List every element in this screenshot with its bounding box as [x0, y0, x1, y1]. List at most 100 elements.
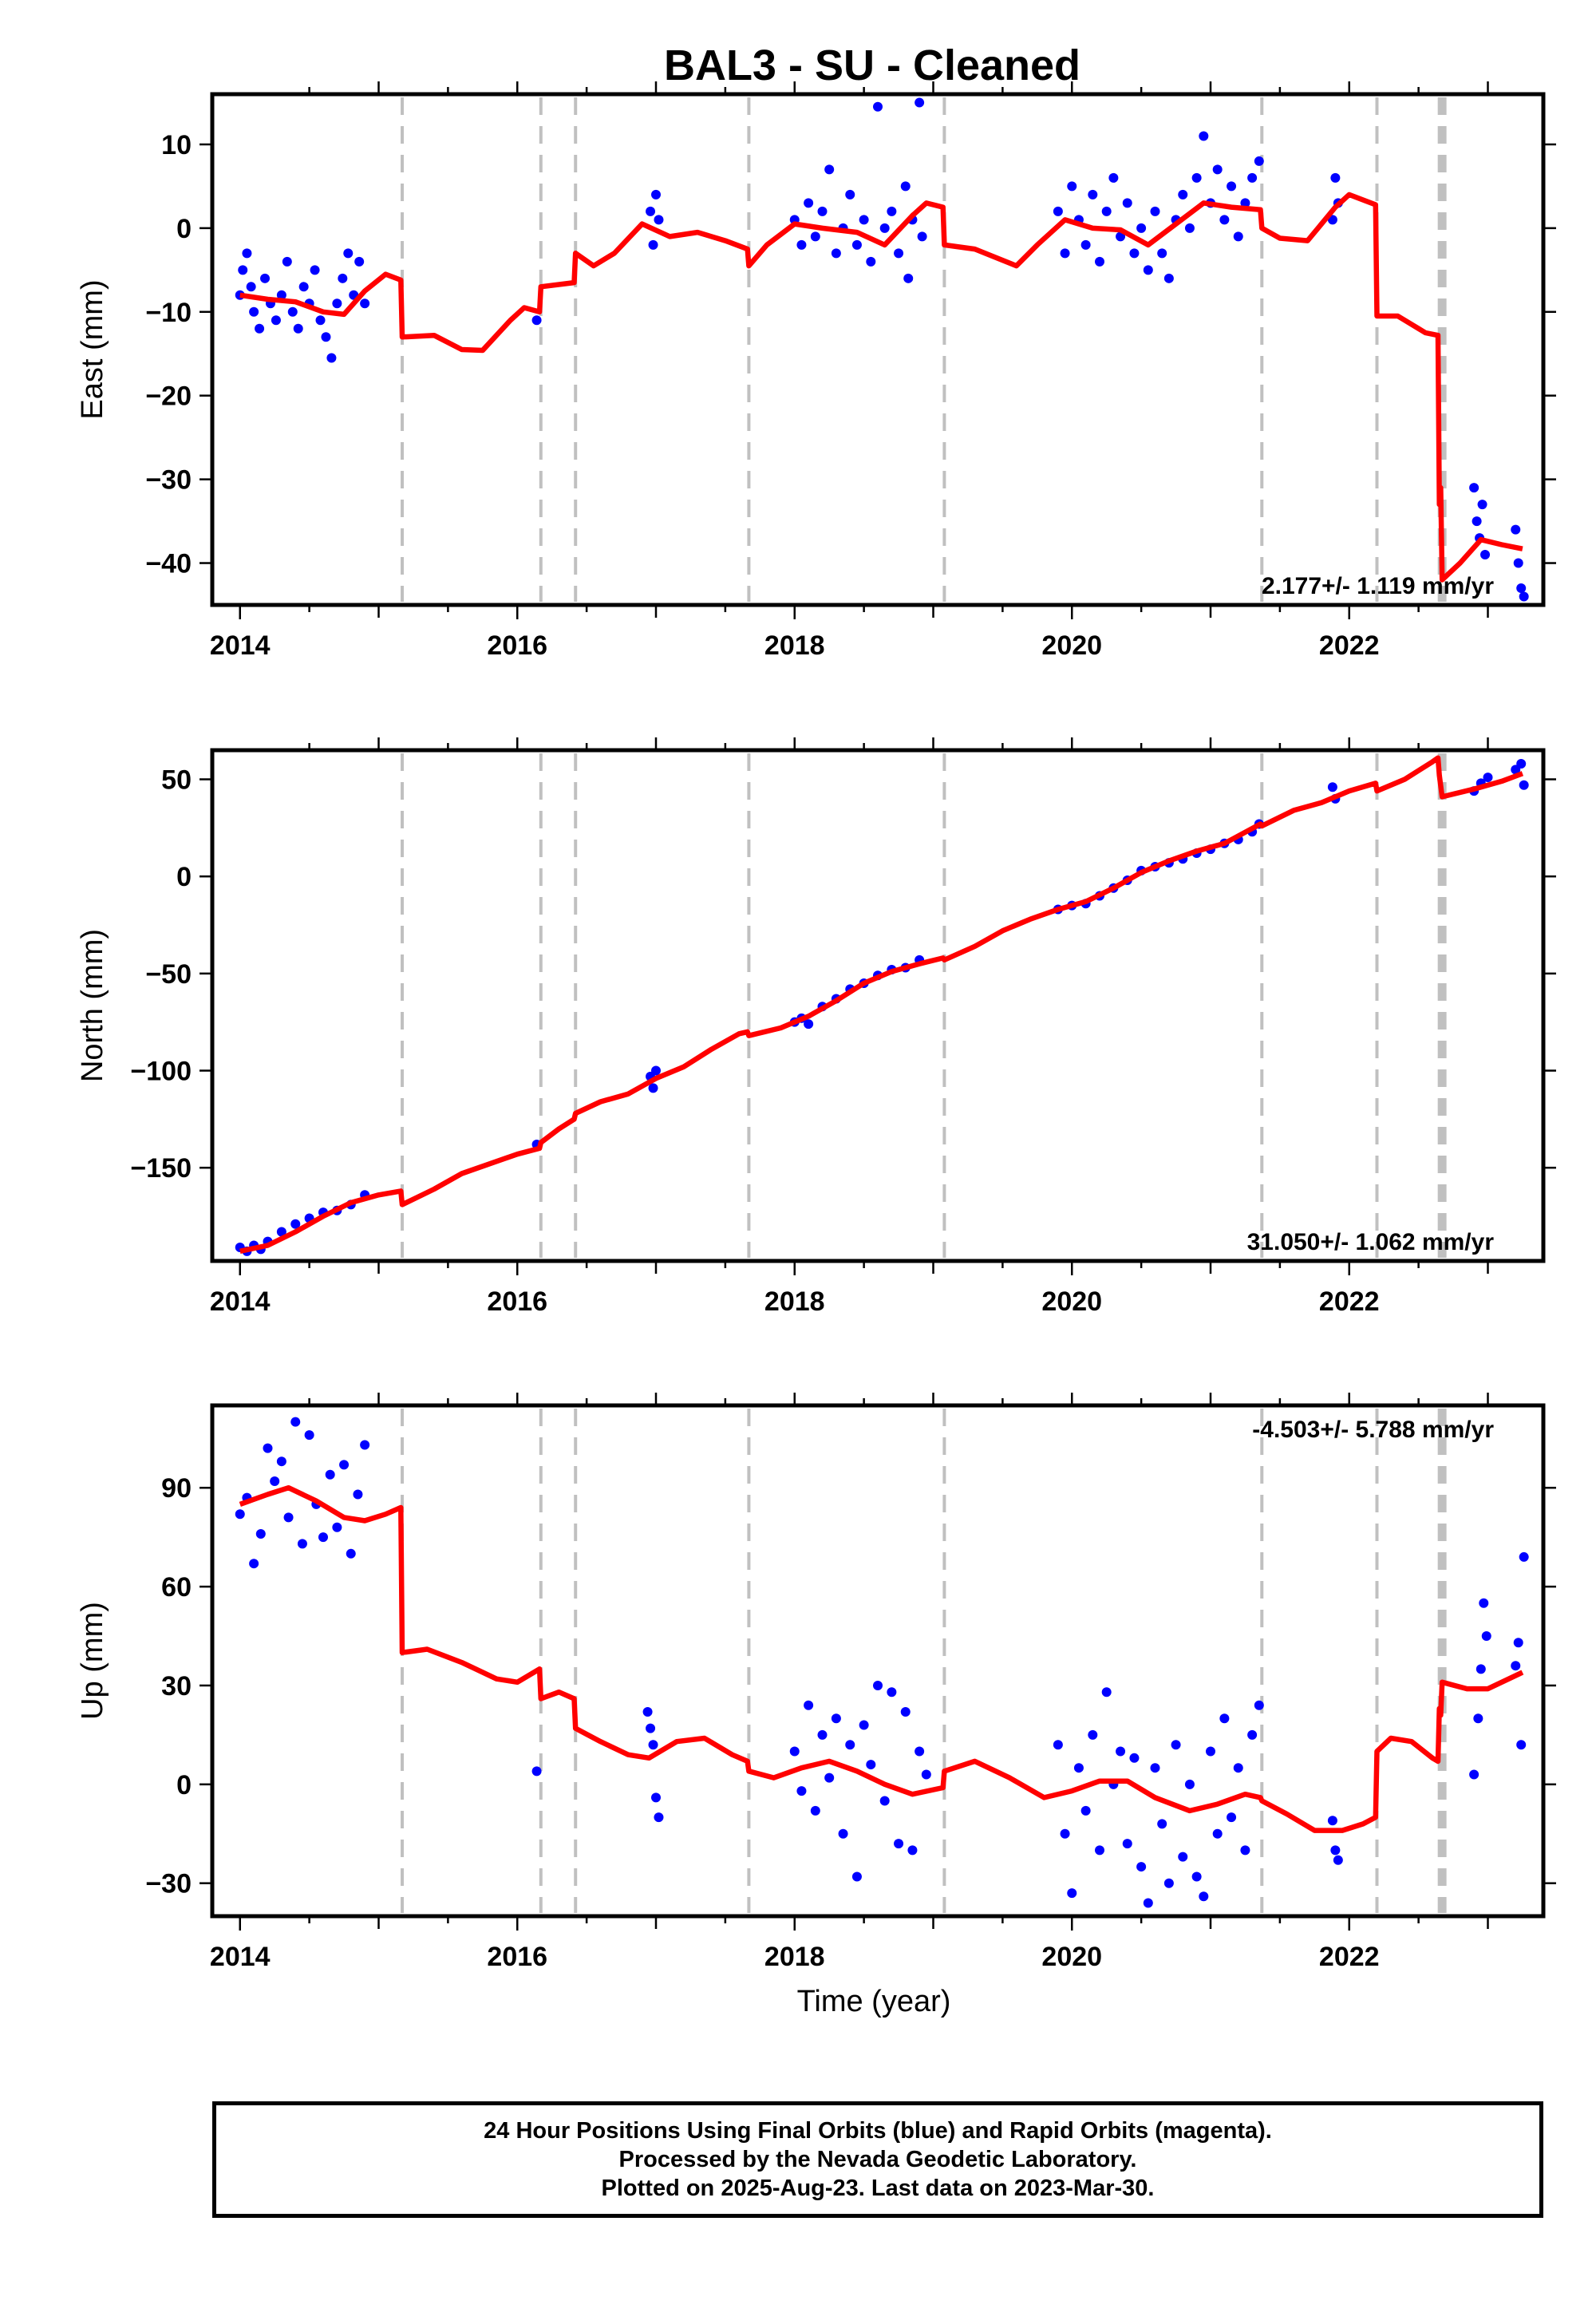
- east-observation-point: [1227, 181, 1237, 192]
- up-observation-point: [646, 1723, 656, 1733]
- up-observation-point: [1330, 1845, 1341, 1856]
- east-observation-point: [1516, 583, 1527, 594]
- footer-line-orbits: 24 Hour Positions Using Final Orbits (bl…: [484, 2118, 1272, 2144]
- east-observation-point: [298, 282, 309, 292]
- footer-line-processed-by: Processed by the Nevada Geodetic Laborat…: [618, 2147, 1137, 2172]
- east-observation-point: [238, 265, 248, 275]
- north-plot-frame: [210, 748, 1546, 1263]
- up-observation-point: [318, 1532, 328, 1543]
- east-observation-point: [271, 315, 281, 326]
- east-observation-point: [1477, 500, 1487, 510]
- east-plot-frame: [210, 92, 1546, 607]
- processing-info-box: 24 Hour Positions Using Final Orbits (bl…: [212, 2101, 1543, 2218]
- up-observation-point: [1136, 1862, 1147, 1872]
- east-panel: 2014 2016 2018 2020 2022 10 0 −10 −20 −30 −40 East …: [76, 81, 1556, 661]
- east-observation-point: [1247, 172, 1258, 183]
- up-observation-point: [1476, 1664, 1486, 1674]
- east-y-axis-title: East (mm): [76, 279, 109, 419]
- north-x-tick-label: 2022: [1319, 1286, 1380, 1317]
- up-observation-point: [1191, 1871, 1202, 1882]
- up-observation-point: [283, 1512, 294, 1523]
- up-x-tick-label: 2022: [1319, 1942, 1380, 1972]
- up-observation-point: [1116, 1746, 1126, 1757]
- north-x-tick-label: 2020: [1041, 1286, 1102, 1317]
- east-x-tick-label: 2018: [764, 630, 825, 661]
- east-observation-point: [1330, 172, 1341, 183]
- east-observation-point: [879, 223, 890, 233]
- up-observation-point: [851, 1871, 862, 1882]
- east-observation-point: [845, 189, 855, 200]
- up-panel: 2014 2016 2018 2020 2022 90 60 30 0 −30 Up (mm) -4.…: [76, 1393, 1556, 1972]
- up-observation-point: [1143, 1898, 1153, 1908]
- up-observation-point: [1163, 1878, 1174, 1888]
- up-y-tick-label: −30: [145, 1869, 192, 1899]
- up-observation-point: [1227, 1812, 1237, 1823]
- north-observation-point: [1483, 773, 1493, 783]
- up-observation-point: [1073, 1763, 1084, 1773]
- east-observation-point: [1178, 189, 1188, 200]
- east-observation-point: [831, 248, 841, 259]
- east-observation-point: [315, 315, 326, 326]
- up-plot-frame: [210, 1403, 1546, 1919]
- up-observation-point: [1247, 1729, 1258, 1740]
- east-observation-point: [903, 273, 914, 283]
- east-observation-point: [287, 306, 298, 317]
- east-observation-point: [651, 189, 661, 200]
- up-observation-point: [810, 1805, 820, 1816]
- up-observation-point: [1184, 1779, 1195, 1789]
- east-observation-point: [338, 273, 348, 283]
- up-model-line: [239, 1484, 1524, 1833]
- east-observation-point: [817, 206, 828, 216]
- up-observation-point: [1212, 1828, 1223, 1839]
- east-observation-point: [1212, 164, 1223, 175]
- up-observation-point: [894, 1839, 904, 1849]
- east-y-tick-label: −10: [145, 298, 192, 328]
- east-observation-point: [824, 164, 835, 175]
- up-observation-point: [1053, 1740, 1063, 1750]
- up-observation-point: [339, 1460, 350, 1470]
- east-observation-point: [354, 256, 365, 267]
- east-observation-point: [900, 181, 911, 192]
- up-observation-point: [346, 1548, 356, 1559]
- east-observation-point: [326, 353, 337, 363]
- up-observation-point: [654, 1812, 664, 1823]
- up-observation-point: [824, 1773, 835, 1783]
- east-observation-point: [851, 239, 862, 250]
- east-observation-point: [310, 265, 320, 275]
- panels: 2014 2016 2018 2020 2022 10 0 −10 −20 −30 −40 East …: [76, 81, 1556, 1972]
- up-observation-point: [817, 1729, 828, 1740]
- up-observation-point: [1171, 1740, 1181, 1750]
- up-observation-point: [249, 1559, 259, 1569]
- up-observation-point: [845, 1740, 855, 1750]
- east-observation-point: [321, 332, 331, 342]
- up-observation-point: [1101, 1687, 1112, 1697]
- up-observation-point: [1129, 1753, 1140, 1763]
- up-observation-point: [921, 1769, 931, 1780]
- east-observation-point: [531, 315, 542, 326]
- up-x-tick-label: 2020: [1041, 1942, 1102, 1972]
- footer-line-plot-date: Plotted on 2025-Aug-23. Last data on 202…: [601, 2176, 1155, 2201]
- up-observation-point: [1199, 1891, 1209, 1902]
- up-y-axis-title: Up (mm): [76, 1602, 109, 1720]
- east-observation-point: [1219, 215, 1230, 225]
- east-observation-point: [859, 215, 869, 225]
- up-observation-point: [1473, 1713, 1483, 1724]
- up-observation-point: [1088, 1729, 1098, 1740]
- up-velocity-label: -4.503+/- 5.788 mm/yr: [1252, 1417, 1494, 1443]
- up-y-tick-label: 90: [161, 1473, 192, 1504]
- north-observation-point: [651, 1065, 661, 1076]
- east-observation-point: [360, 298, 370, 309]
- east-observation-point: [255, 323, 265, 334]
- east-observation-point: [1116, 231, 1126, 242]
- up-observation-point: [325, 1469, 335, 1480]
- x-axis-title: Time (year): [797, 1985, 951, 2018]
- north-x-tick-label: 2016: [487, 1286, 547, 1317]
- up-observation-point: [1060, 1828, 1070, 1839]
- north-observation-point: [648, 1083, 658, 1093]
- up-observation-point: [1519, 1551, 1529, 1562]
- east-observation-point: [894, 248, 904, 259]
- east-x-tick-label: 2016: [487, 630, 547, 661]
- east-observation-point: [1519, 591, 1529, 602]
- up-observation-point: [255, 1529, 266, 1539]
- east-observation-point: [343, 248, 354, 259]
